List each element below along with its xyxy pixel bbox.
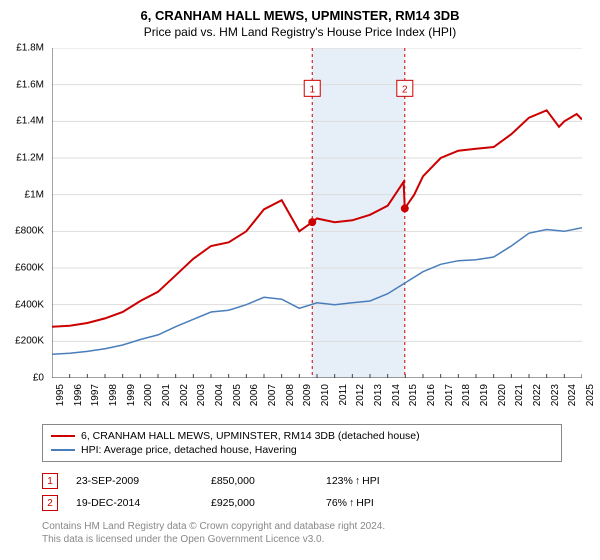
x-tick-label: 2001 bbox=[161, 384, 172, 406]
x-tick-label: 1997 bbox=[90, 384, 101, 406]
x-tick-label: 2012 bbox=[355, 384, 366, 406]
y-tick-label: £400K bbox=[15, 299, 44, 310]
x-tick-label: 2005 bbox=[232, 384, 243, 406]
sale-hpi: 76% ↑ HPI bbox=[326, 497, 374, 509]
x-axis: 1995 1996 1997 1998 1999 2000 2001 2002 2003 2004… bbox=[52, 380, 582, 420]
x-tick-label: 2023 bbox=[550, 384, 561, 406]
legend-swatch bbox=[51, 435, 75, 437]
legend-item-hpi: HPI: Average price, detached house, Have… bbox=[51, 443, 553, 457]
sale-date: 23-SEP-2009 bbox=[76, 475, 211, 487]
x-tick-label: 2010 bbox=[320, 384, 331, 406]
y-tick-label: £0 bbox=[33, 373, 44, 384]
x-tick-label: 2015 bbox=[408, 384, 419, 406]
chart-svg: 12 bbox=[52, 48, 582, 378]
x-tick-label: 2007 bbox=[267, 384, 278, 406]
y-tick-label: £800K bbox=[15, 226, 44, 237]
footer-line: This data is licensed under the Open Gov… bbox=[42, 533, 385, 546]
chart-subtitle: Price paid vs. HM Land Registry's House … bbox=[0, 23, 600, 39]
up-arrow-icon: ↑ bbox=[349, 497, 354, 509]
x-tick-label: 2018 bbox=[461, 384, 472, 406]
plot-area: 12 bbox=[52, 48, 582, 378]
y-tick-label: £1M bbox=[25, 189, 44, 200]
x-tick-label: 2008 bbox=[285, 384, 296, 406]
x-tick-label: 2002 bbox=[179, 384, 190, 406]
svg-text:1: 1 bbox=[309, 84, 315, 95]
legend-item-property: 6, CRANHAM HALL MEWS, UPMINSTER, RM14 3D… bbox=[51, 429, 553, 443]
legend-label: HPI: Average price, detached house, Have… bbox=[81, 444, 297, 456]
x-tick-label: 2022 bbox=[532, 384, 543, 406]
x-tick-label: 2016 bbox=[426, 384, 437, 406]
sale-price: £850,000 bbox=[211, 475, 326, 487]
x-tick-label: 2024 bbox=[567, 384, 578, 406]
x-tick-label: 2006 bbox=[249, 384, 260, 406]
svg-text:2: 2 bbox=[402, 84, 408, 95]
legend: 6, CRANHAM HALL MEWS, UPMINSTER, RM14 3D… bbox=[42, 424, 562, 462]
legend-label: 6, CRANHAM HALL MEWS, UPMINSTER, RM14 3D… bbox=[81, 430, 420, 442]
x-tick-label: 2021 bbox=[514, 384, 525, 406]
x-tick-label: 2013 bbox=[373, 384, 384, 406]
sale-hpi: 123% ↑ HPI bbox=[326, 475, 380, 487]
sale-row-1: 1 23-SEP-2009 £850,000 123% ↑ HPI bbox=[42, 470, 380, 492]
x-tick-label: 1999 bbox=[126, 384, 137, 406]
sale-row-2: 2 19-DEC-2014 £925,000 76% ↑ HPI bbox=[42, 492, 380, 514]
footer: Contains HM Land Registry data © Crown c… bbox=[42, 520, 385, 546]
chart-container: 6, CRANHAM HALL MEWS, UPMINSTER, RM14 3D… bbox=[0, 0, 600, 560]
sale-badge: 2 bbox=[42, 495, 58, 511]
sale-price: £925,000 bbox=[211, 497, 326, 509]
x-tick-label: 1998 bbox=[108, 384, 119, 406]
x-tick-label: 1996 bbox=[73, 384, 84, 406]
sale-badge: 1 bbox=[42, 473, 58, 489]
x-tick-label: 2000 bbox=[143, 384, 154, 406]
up-arrow-icon: ↑ bbox=[355, 475, 360, 487]
x-tick-label: 2014 bbox=[391, 384, 402, 406]
y-tick-label: £1.8M bbox=[16, 43, 44, 54]
x-tick-label: 2009 bbox=[302, 384, 313, 406]
x-tick-label: 2019 bbox=[479, 384, 490, 406]
y-tick-label: £1.6M bbox=[16, 79, 44, 90]
chart-title: 6, CRANHAM HALL MEWS, UPMINSTER, RM14 3D… bbox=[0, 0, 600, 23]
x-tick-label: 1995 bbox=[55, 384, 66, 406]
y-axis: £0£200K£400K£600K£800K£1M£1.2M£1.4M£1.6M… bbox=[0, 48, 48, 378]
sales-table: 1 23-SEP-2009 £850,000 123% ↑ HPI 2 19-D… bbox=[42, 470, 380, 514]
x-tick-label: 2017 bbox=[444, 384, 455, 406]
y-tick-label: £1.2M bbox=[16, 153, 44, 164]
footer-line: Contains HM Land Registry data © Crown c… bbox=[42, 520, 385, 533]
y-tick-label: £1.4M bbox=[16, 116, 44, 127]
x-tick-label: 2003 bbox=[196, 384, 207, 406]
sale-date: 19-DEC-2014 bbox=[76, 497, 211, 509]
x-tick-label: 2025 bbox=[585, 384, 596, 406]
y-tick-label: £600K bbox=[15, 263, 44, 274]
x-tick-label: 2011 bbox=[338, 384, 349, 406]
x-tick-label: 2020 bbox=[497, 384, 508, 406]
legend-swatch bbox=[51, 449, 75, 451]
y-tick-label: £200K bbox=[15, 336, 44, 347]
x-tick-label: 2004 bbox=[214, 384, 225, 406]
